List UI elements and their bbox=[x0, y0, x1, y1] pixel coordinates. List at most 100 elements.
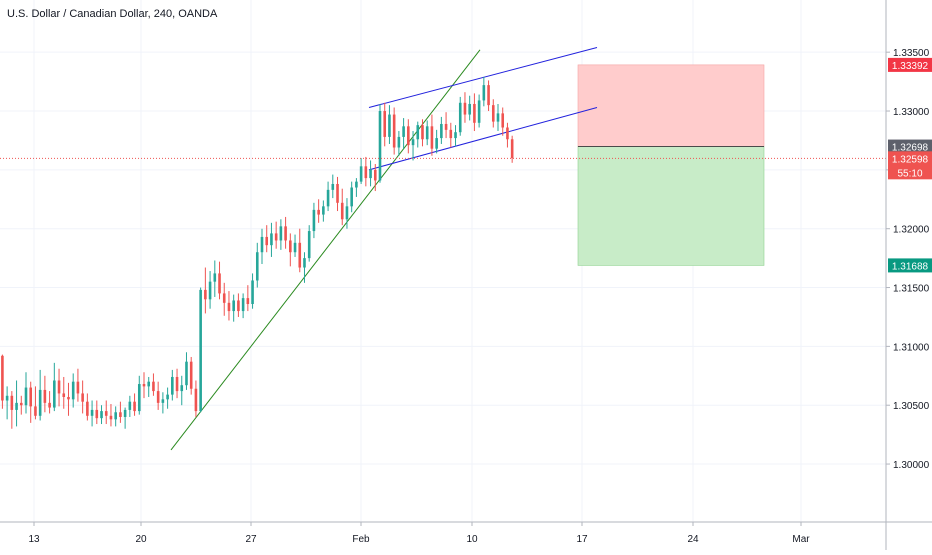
entry-price-label: 1.32698 bbox=[892, 143, 929, 154]
candle-body bbox=[237, 300, 240, 312]
drawings[interactable] bbox=[170, 46, 598, 451]
candle-body bbox=[473, 103, 476, 123]
candle-body bbox=[76, 381, 80, 394]
x-tick-label: 10 bbox=[466, 534, 478, 545]
candle-body bbox=[265, 236, 269, 246]
candle-body bbox=[171, 376, 174, 395]
candle-body bbox=[175, 376, 179, 392]
candle-body bbox=[416, 125, 420, 140]
candle-body bbox=[213, 273, 217, 282]
candle-body bbox=[369, 169, 372, 179]
candle-body bbox=[222, 293, 226, 303]
candle-body bbox=[430, 126, 434, 149]
candle-body bbox=[100, 411, 103, 419]
candle-body bbox=[166, 394, 169, 400]
candle-body bbox=[506, 127, 509, 140]
candle-body bbox=[491, 105, 495, 122]
candle-body bbox=[5, 395, 9, 401]
candle-body bbox=[43, 389, 47, 403]
x-tick-label: 27 bbox=[245, 534, 257, 545]
candle-body bbox=[81, 393, 84, 402]
candle-body bbox=[232, 300, 235, 312]
risk-reward-tool[interactable] bbox=[577, 64, 765, 266]
candle-body bbox=[331, 183, 335, 190]
candle-body bbox=[454, 132, 457, 139]
candle-body bbox=[402, 126, 405, 137]
candle-body bbox=[62, 393, 66, 397]
candle-body bbox=[67, 396, 70, 400]
candle-body bbox=[57, 380, 61, 394]
stop-price-label: 1.33392 bbox=[892, 61, 929, 72]
candle-body bbox=[260, 236, 264, 253]
candle-body bbox=[208, 281, 212, 300]
candle-body bbox=[10, 395, 14, 410]
x-tick-label: Mar bbox=[792, 534, 810, 545]
candle-body bbox=[510, 139, 514, 159]
candle-body bbox=[180, 385, 184, 392]
candle-body bbox=[477, 100, 481, 123]
candle-body bbox=[378, 111, 382, 181]
candle-body bbox=[340, 202, 344, 220]
candle-body bbox=[279, 226, 283, 241]
candle-body bbox=[199, 289, 202, 412]
candle-body bbox=[246, 298, 250, 305]
y-tick-label: 1.32000 bbox=[893, 225, 930, 236]
candle-body bbox=[227, 302, 231, 312]
current-price-label: 1.32598 bbox=[892, 154, 929, 165]
candle-body bbox=[312, 209, 316, 232]
candle-body bbox=[1, 355, 4, 401]
candle-body bbox=[152, 381, 155, 392]
channel-upper-line bbox=[368, 46, 598, 108]
y-tick-label: 1.33500 bbox=[893, 48, 930, 59]
candle-body bbox=[95, 409, 99, 419]
candle-body bbox=[444, 123, 448, 130]
candle-body bbox=[142, 384, 146, 387]
candle-body bbox=[482, 85, 486, 101]
y-tick-label: 1.31500 bbox=[893, 284, 930, 295]
candle-body bbox=[48, 402, 51, 408]
candle-body bbox=[34, 406, 37, 416]
y-tick-label: 1.31000 bbox=[893, 342, 930, 353]
candle-body bbox=[119, 412, 122, 417]
candle-body bbox=[293, 242, 297, 253]
candle-body bbox=[38, 389, 42, 416]
candle-body bbox=[86, 401, 89, 416]
candle-body bbox=[29, 387, 33, 407]
stop-price-label-bg bbox=[888, 57, 932, 72]
candle-body bbox=[114, 412, 117, 420]
candle-body bbox=[364, 166, 368, 179]
candle-body bbox=[156, 391, 160, 403]
candle-body bbox=[109, 415, 113, 420]
candle-body bbox=[345, 206, 349, 220]
candle-body bbox=[270, 233, 273, 246]
candle-body bbox=[322, 206, 325, 215]
candle-body bbox=[350, 187, 353, 207]
current-price-label-countdown: 55:10 bbox=[897, 168, 922, 179]
candle-body bbox=[440, 123, 443, 139]
candle-body bbox=[392, 114, 396, 148]
x-tick-label: 17 bbox=[576, 534, 588, 545]
y-tick-label: 1.33000 bbox=[893, 107, 930, 118]
candle-body bbox=[161, 399, 165, 403]
y-tick-label: 1.30500 bbox=[893, 401, 930, 412]
y-tick-label: 1.30000 bbox=[893, 460, 930, 471]
candle-body bbox=[463, 102, 467, 115]
candle-body bbox=[326, 189, 330, 207]
candle-body bbox=[303, 258, 306, 268]
candle-body bbox=[373, 169, 377, 181]
candle-body bbox=[317, 209, 320, 215]
candle-body bbox=[411, 139, 415, 146]
candle-body bbox=[355, 181, 358, 188]
candle-body bbox=[388, 114, 391, 137]
current-price-label-bg bbox=[888, 151, 932, 180]
candle-body bbox=[336, 183, 339, 203]
candle-body bbox=[407, 126, 410, 146]
candle-body bbox=[501, 113, 505, 128]
candle-body bbox=[194, 388, 198, 412]
x-tick-label: 20 bbox=[135, 534, 147, 545]
candle-body bbox=[218, 273, 221, 294]
candle-body bbox=[185, 361, 188, 386]
